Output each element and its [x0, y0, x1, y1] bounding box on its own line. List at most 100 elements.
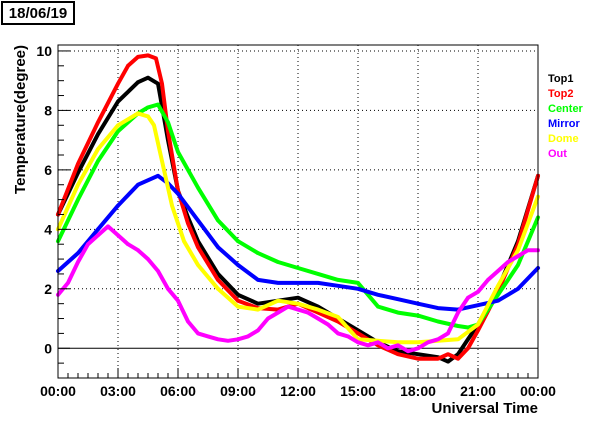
data-point-out	[106, 224, 110, 228]
data-point-out	[246, 334, 250, 338]
data-point-top1	[396, 349, 400, 353]
data-point-dome	[160, 159, 164, 163]
data-point-out	[186, 320, 190, 324]
data-point-dome	[416, 340, 420, 344]
data-point-top2	[196, 245, 200, 249]
chart-title: 18/06/19	[1, 1, 75, 25]
data-point-out	[476, 290, 480, 294]
data-point-out	[256, 328, 260, 332]
data-point-top2	[336, 320, 340, 324]
data-point-top1	[446, 360, 450, 364]
y-tick-label: 8	[44, 102, 52, 118]
data-point-top1	[316, 305, 320, 309]
data-point-top2	[316, 311, 320, 315]
data-point-center	[276, 260, 280, 264]
legend-entry-out: Out	[548, 148, 567, 160]
data-point-top2	[416, 357, 420, 361]
data-point-out	[356, 340, 360, 344]
data-point-dome	[216, 287, 220, 291]
data-point-center	[96, 159, 100, 163]
legend: Top1 Top2 Center Mirror Dome Out	[548, 73, 584, 160]
x-tick-label: 00:00	[40, 383, 76, 399]
data-point-dome	[276, 299, 280, 303]
data-point-dome	[256, 308, 260, 312]
data-point-center	[356, 281, 360, 285]
data-point-center	[436, 320, 440, 324]
series-center	[56, 102, 540, 330]
data-point-top1	[236, 293, 240, 297]
data-point-top2	[446, 352, 450, 356]
data-point-center	[196, 186, 200, 190]
data-point-mirror	[436, 306, 440, 310]
data-point-center	[156, 102, 160, 106]
data-point-center	[146, 105, 150, 109]
data-point-dome	[96, 147, 100, 151]
data-point-dome	[136, 111, 140, 115]
data-point-mirror	[236, 263, 240, 267]
data-point-top2	[466, 346, 470, 350]
data-point-top1	[76, 171, 80, 175]
data-point-mirror	[276, 281, 280, 285]
legend-entry-top1: Top1	[548, 73, 573, 85]
data-point-out	[456, 311, 460, 315]
y-tick-label: 4	[44, 221, 52, 237]
data-point-mirror	[336, 284, 340, 288]
data-point-center	[116, 129, 120, 133]
data-point-top2	[186, 221, 190, 225]
data-point-mirror	[76, 251, 80, 255]
data-point-dome	[476, 322, 480, 326]
data-point-out	[236, 337, 240, 341]
data-point-top2	[376, 343, 380, 347]
series-layer	[56, 53, 540, 364]
data-point-out	[206, 334, 210, 338]
data-point-top1	[456, 352, 460, 356]
data-point-center	[336, 278, 340, 282]
data-point-out	[276, 311, 280, 315]
data-point-dome	[316, 308, 320, 312]
data-point-mirror	[516, 287, 520, 291]
data-point-mirror	[296, 281, 300, 285]
data-point-out	[156, 269, 160, 273]
data-point-out	[306, 311, 310, 315]
data-point-dome	[516, 248, 520, 252]
data-point-out	[406, 349, 410, 353]
y-tick-label: 10	[36, 43, 52, 59]
data-point-out	[136, 248, 140, 252]
data-point-out	[346, 334, 350, 338]
data-point-mirror	[96, 227, 100, 231]
data-point-mirror	[396, 297, 400, 301]
x-tick-label: 03:00	[100, 383, 136, 399]
data-point-out	[296, 308, 300, 312]
data-point-dome	[182, 239, 186, 243]
x-tick-label: 18:00	[400, 383, 436, 399]
data-point-mirror	[176, 192, 180, 196]
data-point-dome	[170, 204, 174, 208]
data-point-out	[196, 331, 200, 335]
tick-labels: 00:00 03:00 06:00 09:00 12:00 15:00 18:00 21:00…	[36, 43, 556, 399]
data-point-out	[416, 346, 420, 350]
data-point-dome	[296, 302, 300, 306]
data-point-top2	[136, 55, 140, 59]
data-point-top2	[154, 56, 158, 60]
data-point-top2	[96, 120, 100, 124]
data-point-dome	[196, 263, 200, 267]
data-point-dome	[456, 337, 460, 341]
legend-entry-center: Center	[548, 103, 584, 115]
data-point-out	[506, 260, 510, 264]
data-point-center	[216, 218, 220, 222]
data-point-out	[226, 339, 230, 343]
data-point-mirror	[416, 302, 420, 306]
data-point-center	[466, 325, 470, 329]
y-tick-label: 0	[44, 340, 52, 356]
data-point-out	[96, 233, 100, 237]
data-point-out	[526, 248, 530, 252]
legend-entry-dome: Dome	[548, 133, 579, 145]
data-point-out	[166, 287, 170, 291]
data-point-out	[316, 317, 320, 321]
data-point-center	[76, 198, 80, 202]
data-point-out	[486, 278, 490, 282]
data-point-dome	[76, 183, 80, 187]
data-point-out	[376, 340, 380, 344]
data-point-top2	[216, 278, 220, 282]
